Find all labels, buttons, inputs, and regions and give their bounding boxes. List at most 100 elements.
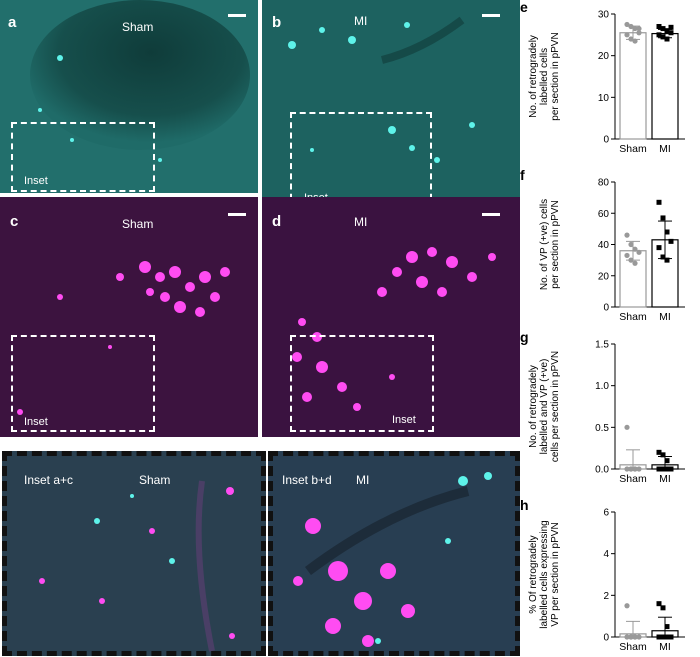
inset-label: Inset (24, 416, 48, 428)
scale-bar (482, 14, 500, 17)
data-point (656, 449, 662, 455)
panel-letter: f (520, 167, 525, 183)
data-point (636, 30, 642, 36)
panel-a-sham-cyan: a Sham Inset (0, 0, 258, 193)
y-axis-label-line: per section in pPVN (550, 200, 561, 288)
y-tick-label: 0 (603, 633, 609, 644)
y-tick-label: 40 (598, 240, 610, 251)
inset-box (290, 335, 434, 432)
panel-c-image (0, 197, 258, 437)
data-point (628, 36, 634, 42)
scale-bar (482, 213, 500, 216)
data-point (656, 245, 662, 251)
data-point (668, 238, 674, 244)
panel-b-image (262, 0, 520, 218)
inset-frame (2, 451, 266, 656)
y-tick-label: 10 (598, 93, 610, 104)
condition-label: Sham (122, 217, 154, 231)
y-tick-label: 60 (598, 209, 610, 220)
data-point (656, 32, 662, 38)
data-point (660, 34, 666, 40)
inset-label: Inset (392, 414, 416, 426)
y-tick-label: 0.0 (595, 465, 609, 476)
data-point (668, 466, 674, 472)
inset-bd-image (268, 451, 520, 656)
data-point (656, 24, 662, 29)
inset-label: Inset (24, 175, 48, 187)
inset-ac-sham-overlay: Inset a+c Sham (2, 451, 266, 656)
inset-ac-image (2, 451, 266, 656)
data-point (624, 424, 630, 430)
data-point (660, 26, 666, 32)
data-point (624, 466, 630, 472)
data-point (668, 634, 674, 640)
y-axis-label-line: per section in pPVN (550, 32, 561, 120)
y-tick-label: 80 (598, 178, 610, 189)
data-point (624, 252, 630, 259)
inset-box (11, 122, 155, 192)
panel-letter: e (520, 0, 528, 15)
data-point (668, 24, 674, 30)
data-point (656, 634, 662, 640)
data-point (636, 634, 642, 640)
panel-letter: b (272, 14, 282, 31)
data-point (660, 452, 666, 458)
panel-letter: d (272, 213, 282, 230)
y-axis-label-line: labelled cells expressing (539, 520, 550, 628)
condition-label: Sham (122, 20, 154, 34)
data-point (636, 25, 642, 32)
x-tick-label: Sham (619, 641, 647, 653)
data-point (632, 38, 638, 44)
data-point (660, 634, 666, 640)
bar-sham (619, 32, 647, 140)
condition-label: Sham (139, 473, 171, 487)
data-point (668, 30, 674, 36)
data-point (632, 466, 638, 472)
y-axis-label: No. of retrogradelylabelled cellsper sec… (528, 32, 561, 120)
data-point (664, 466, 670, 472)
data-point (664, 28, 670, 34)
x-tick-label: Sham (619, 473, 647, 485)
x-tick-label: Sham (619, 143, 647, 155)
panel-d-image (262, 197, 520, 437)
data-point (636, 249, 642, 255)
data-point (628, 23, 634, 30)
y-tick-label: 20 (598, 51, 610, 62)
y-axis-label: No. of retrogradelylabelled and VP (+ve)… (528, 351, 561, 462)
data-point (656, 199, 662, 205)
panel-a-image (0, 0, 258, 193)
y-axis-label-line: labelled cells (539, 48, 550, 105)
data-point (656, 466, 662, 472)
inset-label: Inset b+d (282, 473, 332, 487)
x-tick-label: Sham (619, 311, 647, 323)
y-tick-label: 4 (603, 549, 609, 560)
data-point (664, 36, 670, 42)
data-point (660, 466, 666, 472)
condition-label: MI (354, 14, 368, 28)
panel-letter: a (8, 14, 17, 31)
condition-label: MI (356, 473, 370, 487)
data-point (624, 232, 630, 238)
condition-label: MI (354, 215, 368, 229)
inset-frame (268, 451, 520, 656)
data-point (660, 254, 666, 260)
data-point (624, 32, 630, 38)
inset-bd-mi-overlay: Inset b+d MI (268, 451, 520, 656)
data-point (656, 601, 662, 607)
panel-letter: g (520, 329, 529, 345)
y-tick-label: 30 (598, 10, 610, 21)
data-point (632, 634, 638, 640)
y-tick-label: 20 (598, 271, 610, 282)
data-point (628, 241, 634, 248)
y-axis-label-line: No. of VP (+ve) cells (539, 199, 550, 290)
x-tick-label: MI (659, 473, 671, 485)
data-point (632, 260, 638, 266)
y-tick-label: 0.5 (595, 423, 609, 434)
data-point (624, 603, 630, 609)
data-point (636, 466, 642, 472)
scale-bar (228, 14, 246, 17)
y-tick-label: 0 (603, 135, 609, 146)
data-point (664, 634, 670, 640)
y-axis-label-line: No. of retrogradely (528, 35, 539, 118)
y-tick-label: 0 (603, 303, 609, 314)
